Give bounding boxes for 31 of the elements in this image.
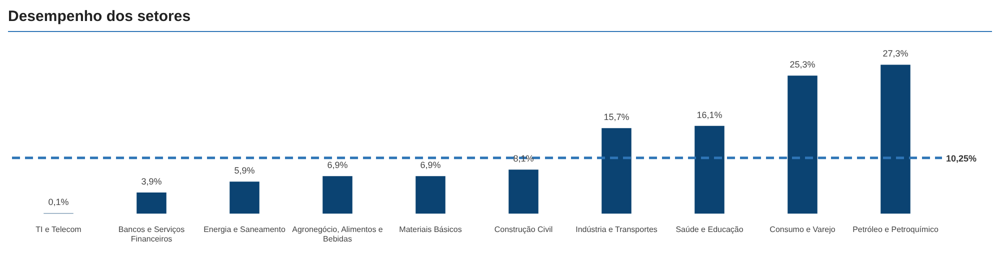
x-tick-label: Consumo e Varejo [770,224,836,234]
bar [230,182,260,214]
x-tick-label: Saúde e Educação [676,224,744,234]
bar [694,126,724,214]
x-tick-label: Indústria e Transportes [576,224,658,234]
data-label: 27,3% [882,48,908,59]
x-tick-label: TI e Telecom [36,224,82,234]
x-tick-label: Construção Civil [494,224,553,234]
x-tick-label: Agronegócio, Alimentos e Bebidas [292,224,384,244]
bar [788,76,818,214]
ref-line-label: 10,25% [946,153,977,164]
bar [136,192,166,214]
data-label: 3,9% [141,176,162,186]
bar [322,176,352,214]
x-tick-label: Petróleo e Petroquímico [852,224,939,234]
bar [602,128,632,214]
data-label: 25,3% [790,60,816,70]
data-label: 16,1% [696,110,722,120]
bar [880,64,910,214]
data-label: 6,9% [327,160,348,170]
data-label: 8,1% [513,154,534,164]
data-label: 0,1% [48,197,69,208]
x-tick-label: Energia e Saneamento [204,224,286,234]
x-tick-label: Materiais Básicos [399,224,462,234]
bar [508,170,538,214]
chart-title: Desempenho dos setores [8,8,992,32]
data-label: 5,9% [234,166,255,176]
x-tick-label: Bancos e Serviços Financeiros [118,224,185,244]
data-label: 6,9% [420,160,441,170]
data-label: 15,7% [604,112,630,122]
bar [416,176,446,214]
